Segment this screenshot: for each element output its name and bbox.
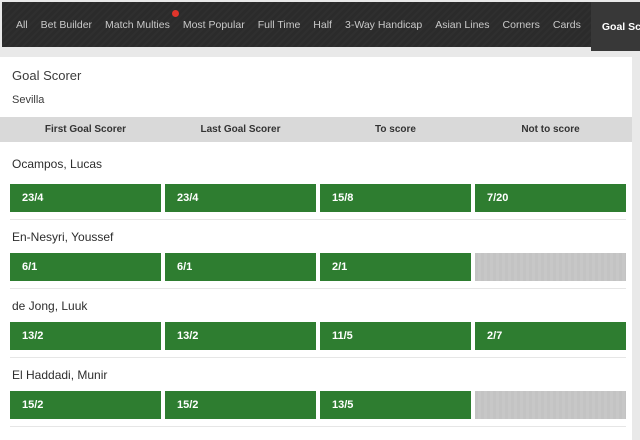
- tab-cards[interactable]: Cards: [552, 18, 581, 31]
- odds-row: 13/2 13/2 11/5 2/7: [10, 322, 626, 350]
- tab-3-way-handicap[interactable]: 3-Way Handicap: [344, 18, 423, 31]
- page-title: Goal Scorer: [12, 68, 82, 83]
- odds-button[interactable]: 13/2: [165, 322, 316, 350]
- tab-corners[interactable]: Corners: [502, 18, 540, 31]
- player-name: de Jong, Luuk: [12, 299, 88, 313]
- market-tabs: All Bet Builder Match Multies Most Popul…: [2, 2, 640, 51]
- column-header-to-score: To score: [375, 124, 416, 135]
- odds-button-unavailable: [475, 253, 626, 281]
- tab-bet-builder[interactable]: Bet Builder: [40, 18, 93, 31]
- player-name: Ocampos, Lucas: [12, 157, 103, 171]
- odds-button[interactable]: 2/1: [320, 253, 471, 281]
- row-divider: [10, 219, 626, 220]
- odds-button[interactable]: 15/2: [10, 391, 161, 419]
- player-row: En-Nesyri, Youssef 6/1 6/1 2/1: [0, 220, 632, 289]
- tab-all[interactable]: All: [16, 18, 28, 31]
- nav-content-gap: [0, 47, 640, 57]
- tab-half[interactable]: Half: [313, 18, 332, 31]
- odds-button[interactable]: 11/5: [320, 322, 471, 350]
- market-tabs-bar: All Bet Builder Match Multies Most Popul…: [0, 0, 640, 51]
- column-header-not-to-score: Not to score: [521, 124, 580, 135]
- odds-button[interactable]: 23/4: [10, 184, 161, 212]
- odds-button[interactable]: 13/2: [10, 322, 161, 350]
- player-row: de Jong, Luuk 13/2 13/2 11/5 2/7: [0, 289, 632, 358]
- odds-button[interactable]: 15/2: [165, 391, 316, 419]
- tab-match-multies[interactable]: Match Multies: [105, 9, 179, 31]
- tab-asian-lines[interactable]: Asian Lines: [435, 18, 490, 31]
- column-header-last-goal-scorer: Last Goal Scorer: [200, 124, 281, 135]
- column-header-bar: First Goal Scorer Last Goal Scorer To sc…: [0, 117, 632, 142]
- row-divider: [10, 288, 626, 289]
- odds-row: 6/1 6/1 2/1: [10, 253, 626, 281]
- team-name: Sevilla: [12, 94, 45, 106]
- player-row: Ocampos, Lucas 23/4 23/4 15/8 7/20: [0, 142, 632, 220]
- player-name: En-Nesyri, Youssef: [12, 230, 114, 244]
- odds-button[interactable]: 15/8: [320, 184, 471, 212]
- goal-scorer-panel: Goal Scorer Sevilla First Goal Scorer La…: [0, 57, 632, 440]
- notification-dot-icon: [171, 9, 179, 17]
- odds-button[interactable]: 6/1: [165, 253, 316, 281]
- odds-button-unavailable: [475, 391, 626, 419]
- odds-button[interactable]: 6/1: [10, 253, 161, 281]
- tab-most-popular[interactable]: Most Popular: [182, 18, 245, 31]
- odds-row: 15/2 15/2 13/5: [10, 391, 626, 419]
- odds-button[interactable]: 7/20: [475, 184, 626, 212]
- player-row: El Haddadi, Munir 15/2 15/2 13/5: [0, 358, 632, 427]
- row-divider: [10, 357, 626, 358]
- row-divider: [10, 426, 626, 427]
- panel-header: Goal Scorer Sevilla: [0, 57, 632, 107]
- column-header-first-goal-scorer: First Goal Scorer: [44, 124, 127, 135]
- tab-goal-scorer-selected[interactable]: Goal Scorer: [590, 2, 640, 51]
- odds-button[interactable]: 13/5: [320, 391, 471, 419]
- odds-row: 23/4 23/4 15/8 7/20: [10, 184, 626, 212]
- player-name: El Haddadi, Munir: [12, 368, 108, 382]
- odds-button[interactable]: 2/7: [475, 322, 626, 350]
- odds-button[interactable]: 23/4: [165, 184, 316, 212]
- tab-full-time[interactable]: Full Time: [257, 18, 301, 31]
